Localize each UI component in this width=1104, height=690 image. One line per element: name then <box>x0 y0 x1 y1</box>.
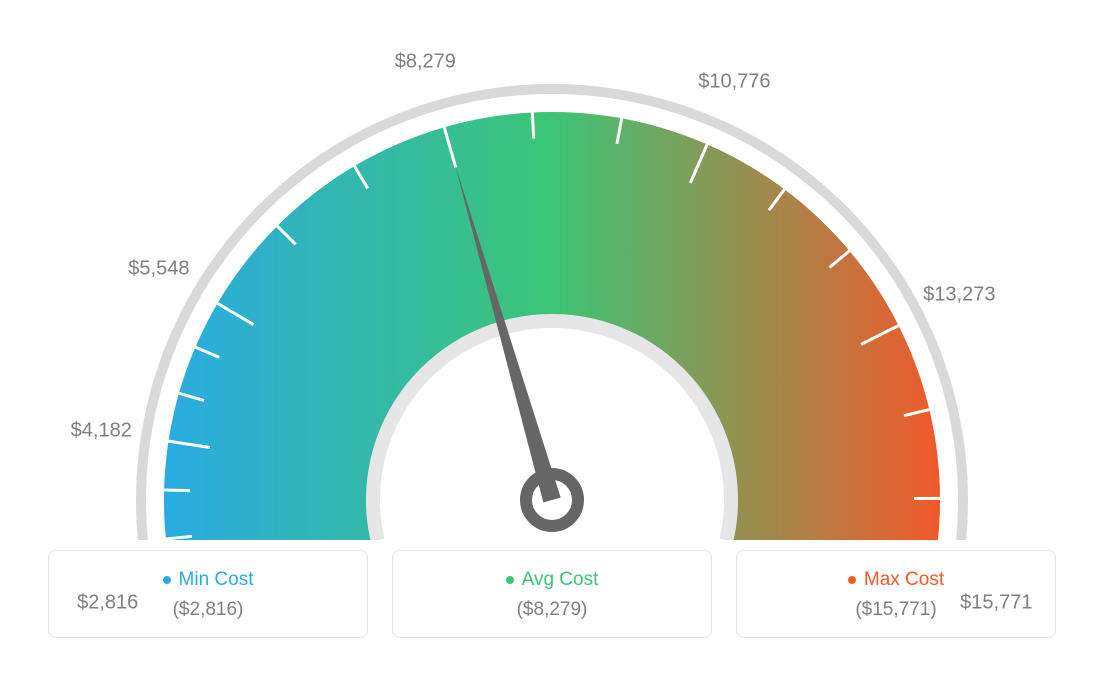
gauge-tick-label: $2,816 <box>77 591 138 614</box>
gauge-tick-label: $13,273 <box>923 283 995 306</box>
legend-title-min: Min Cost <box>163 569 254 591</box>
legend-title-avg: Avg Cost <box>506 569 599 591</box>
gauge-tick-label: $4,182 <box>71 419 132 442</box>
dot-icon <box>848 576 856 584</box>
legend-title-text: Avg Cost <box>522 569 599 591</box>
gauge-tick-label: $15,771 <box>960 591 1032 614</box>
dot-icon <box>163 576 171 584</box>
legend-title-max: Max Cost <box>848 569 944 591</box>
legend-row: Min Cost ($2,816) Avg Cost ($8,279) Max … <box>0 550 1104 638</box>
legend-title-text: Max Cost <box>864 569 944 591</box>
cost-gauge: $2,816$4,182$5,548$8,279$10,776$13,273$1… <box>0 0 1104 540</box>
gauge-tick-label: $10,776 <box>698 71 770 94</box>
legend-value-avg: ($8,279) <box>393 599 711 621</box>
gauge-tick-label: $5,548 <box>128 257 189 280</box>
gauge-tick-label: $8,279 <box>395 50 456 73</box>
legend-title-text: Min Cost <box>179 569 254 591</box>
legend-card-avg: Avg Cost ($8,279) <box>392 550 712 638</box>
dot-icon <box>506 576 514 584</box>
